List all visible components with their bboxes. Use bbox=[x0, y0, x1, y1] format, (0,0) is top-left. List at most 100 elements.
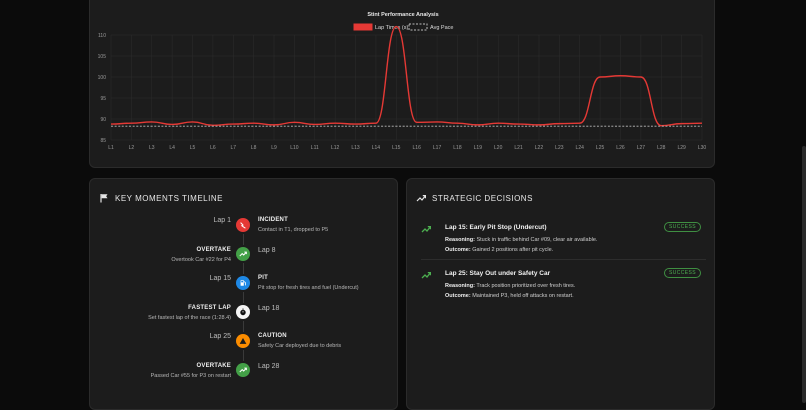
timeline-marker bbox=[236, 218, 250, 232]
timeline-item-right: Lap 18 bbox=[258, 305, 279, 312]
legend-swatch-avg-pace[interactable] bbox=[408, 23, 428, 31]
decision-title: Lap 25: Stay Out under Safety Car bbox=[445, 270, 551, 277]
timeline-marker bbox=[236, 363, 250, 377]
decision-reasoning: Reasoning: Track position prioritized ov… bbox=[445, 283, 575, 289]
chart-title: Stint Performance Analysis bbox=[367, 12, 438, 18]
timeline-event-desc: Contact in T1, dropped to P5 bbox=[258, 227, 329, 233]
reasoning-label: Reasoning: bbox=[445, 237, 475, 243]
x-tick-label: L23 bbox=[555, 145, 564, 151]
y-tick-label: 100 bbox=[98, 75, 107, 81]
timeline-item-right: Lap 28 bbox=[258, 363, 279, 370]
trend-up-icon bbox=[239, 251, 247, 257]
timeline-lap: Lap 8 bbox=[258, 247, 276, 254]
timeline-event-desc: Set fastest lap of the race (1:28.4) bbox=[148, 315, 231, 321]
reasoning-text: Stuck in traffic behind Car #09, clear a… bbox=[476, 237, 598, 243]
x-tick-label: L4 bbox=[169, 145, 175, 151]
timeline-item: Lap 25 CAUTION Safety Car deployed due t… bbox=[90, 333, 399, 363]
timeline-event-desc: Safety Car deployed due to debris bbox=[258, 343, 342, 349]
timeline-lap: Lap 1 bbox=[213, 217, 231, 224]
outcome-label: Outcome: bbox=[445, 293, 471, 299]
y-tick-label: 95 bbox=[100, 96, 106, 102]
x-tick-label: L14 bbox=[372, 145, 381, 151]
x-tick-label: L24 bbox=[576, 145, 585, 151]
timeline-item-right: CAUTION Safety Car deployed due to debri… bbox=[258, 333, 341, 349]
x-tick-label: L30 bbox=[698, 145, 707, 151]
y-tick-label: 110 bbox=[98, 33, 106, 39]
key-moments-title: KEY MOMENTS TIMELINE bbox=[115, 193, 223, 203]
trend-up-icon bbox=[416, 195, 426, 202]
decision-title: Lap 15: Early Pit Stop (Undercut) bbox=[445, 224, 547, 231]
x-tick-label: L25 bbox=[596, 145, 605, 151]
x-tick-label: L1 bbox=[108, 145, 114, 151]
stint-performance-card: Stint Performance Analysis Lap Times (s)… bbox=[89, 0, 715, 168]
timeline-marker bbox=[236, 247, 250, 261]
decision-outcome: Outcome: Maintained P3, held off attacks… bbox=[445, 293, 574, 299]
chart-legend: Lap Times (s) Avg Pace bbox=[353, 23, 453, 31]
timeline-item-right: Lap 8 bbox=[258, 247, 276, 254]
x-tick-label: L29 bbox=[677, 145, 686, 151]
x-tick-label: L19 bbox=[474, 145, 483, 151]
timer-icon bbox=[240, 308, 246, 316]
trend-up-icon bbox=[239, 367, 247, 373]
x-tick-label: L2 bbox=[129, 145, 135, 151]
legend-swatch-lap-times[interactable] bbox=[353, 23, 373, 31]
timeline-event-title: CAUTION bbox=[258, 333, 287, 339]
timeline-item-right: PIT Pit stop for fresh tires and fuel (U… bbox=[258, 275, 359, 291]
x-tick-label: L26 bbox=[616, 145, 625, 151]
x-tick-label: L16 bbox=[413, 145, 422, 151]
fuel-icon bbox=[240, 280, 246, 286]
timeline-event-title: OVERTAKE bbox=[196, 247, 231, 253]
timeline-item-left: Lap 15 bbox=[210, 275, 231, 282]
reasoning-text: Track position prioritized over fresh ti… bbox=[476, 283, 576, 289]
timeline-lap: Lap 25 bbox=[209, 333, 231, 340]
timeline-lap: Lap 15 bbox=[209, 275, 231, 282]
strategic-decisions-header: STRATEGIC DECISIONS bbox=[416, 193, 533, 203]
timeline-item: FASTEST LAP Set fastest lap of the race … bbox=[90, 304, 399, 334]
timeline-lap: Lap 18 bbox=[258, 305, 280, 312]
trend-up-icon bbox=[421, 226, 431, 233]
page-scrollbar[interactable] bbox=[802, 146, 806, 403]
warning-icon bbox=[239, 337, 247, 344]
timeline-connector bbox=[242, 350, 244, 361]
timeline-item-left: Lap 1 bbox=[213, 217, 231, 224]
timeline-item: OVERTAKE Passed Car #55 for P3 on restar… bbox=[90, 362, 399, 392]
incident-icon bbox=[240, 222, 246, 229]
timeline-event-title: PIT bbox=[258, 275, 268, 281]
success-badge: SUCCESS bbox=[664, 268, 701, 278]
key-moments-card: KEY MOMENTS TIMELINE Lap 1 INCIDENT Cont… bbox=[89, 178, 398, 410]
x-tick-label: L27 bbox=[637, 145, 646, 151]
key-moments-header: KEY MOMENTS TIMELINE bbox=[99, 193, 223, 203]
timeline-marker bbox=[236, 334, 250, 348]
x-tick-label: L3 bbox=[149, 145, 155, 151]
x-tick-label: L7 bbox=[230, 145, 236, 151]
timeline-item-left: FASTEST LAP Set fastest lap of the race … bbox=[148, 305, 231, 321]
x-tick-label: L18 bbox=[453, 145, 462, 151]
outcome-text: Gained 2 positions after pit cycle. bbox=[472, 247, 554, 253]
timeline-event-desc: Passed Car #55 for P3 on restart bbox=[150, 373, 231, 379]
timeline-item-right: INCIDENT Contact in T1, dropped to P5 bbox=[258, 217, 328, 233]
x-tick-label: L20 bbox=[494, 145, 503, 151]
success-badge: SUCCESS bbox=[664, 222, 701, 232]
legend-label-lap-times: Lap Times (s) bbox=[375, 25, 408, 31]
outcome-text: Maintained P3, held off attacks on resta… bbox=[472, 293, 574, 299]
flag-icon bbox=[100, 194, 108, 203]
x-tick-label: L21 bbox=[514, 145, 523, 151]
x-tick-label: L10 bbox=[290, 145, 299, 151]
x-tick-label: L8 bbox=[251, 145, 257, 151]
timeline-event-desc: Overtook Car #22 for P4 bbox=[171, 257, 231, 263]
x-tick-label: L9 bbox=[271, 145, 277, 151]
timeline-event-title: OVERTAKE bbox=[196, 363, 231, 369]
timeline-connector bbox=[242, 292, 244, 303]
decision-item: Lap 25: Stay Out under Safety Car SUCCES… bbox=[417, 268, 707, 308]
timeline-marker bbox=[236, 276, 250, 290]
decision-divider bbox=[421, 259, 706, 260]
timeline-item: Lap 1 INCIDENT Contact in T1, dropped to… bbox=[90, 217, 399, 247]
timeline-event-title: FASTEST LAP bbox=[188, 305, 231, 311]
trend-up-icon bbox=[421, 272, 431, 279]
x-tick-label: L11 bbox=[311, 145, 319, 151]
x-tick-label: L28 bbox=[657, 145, 666, 151]
timeline-event-desc: Pit stop for fresh tires and fuel (Under… bbox=[258, 285, 359, 291]
timeline-event-title: INCIDENT bbox=[258, 217, 288, 223]
timeline-lap: Lap 28 bbox=[258, 363, 280, 370]
x-tick-label: L5 bbox=[190, 145, 196, 151]
